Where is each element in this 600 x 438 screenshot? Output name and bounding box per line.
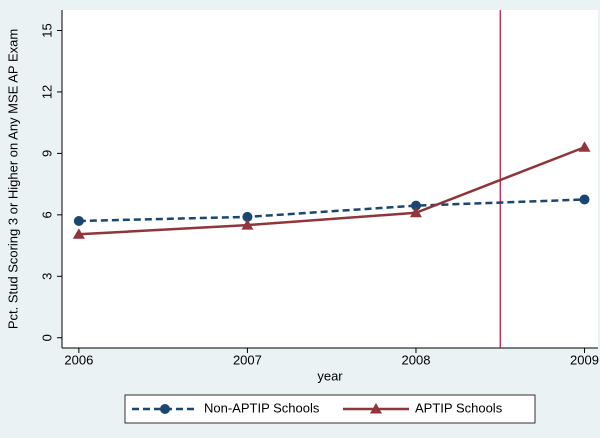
- legend-label: Non-APTIP Schools: [204, 400, 320, 415]
- y-tick-label: 6: [39, 211, 54, 218]
- x-tick-label: 2009: [570, 352, 599, 367]
- x-tick-label: 2007: [233, 352, 262, 367]
- y-tick-label: 9: [39, 150, 54, 157]
- x-axis-title: year: [317, 368, 343, 383]
- marker: [409, 206, 422, 218]
- legend-label: APTIP Schools: [415, 400, 503, 415]
- x-tick-label: 2008: [402, 352, 431, 367]
- series-line: [78, 146, 585, 236]
- marker: [578, 141, 591, 152]
- marker: [242, 211, 253, 222]
- marker: [410, 200, 421, 211]
- legend-marker: [370, 403, 382, 414]
- y-axis-title: Pct. Stud Scoring 3 or Higher on Any MSE…: [5, 29, 20, 329]
- plot-area: [62, 10, 598, 348]
- marker: [579, 194, 590, 205]
- y-tick-label: 12: [39, 85, 54, 99]
- marker: [241, 219, 254, 230]
- x-tick-label: 2006: [64, 352, 93, 367]
- y-tick-label: 0: [39, 334, 54, 341]
- y-tick-label: 3: [39, 273, 54, 280]
- y-tick-label: 15: [39, 23, 54, 37]
- marker: [72, 228, 85, 239]
- series-line: [78, 198, 585, 223]
- marker: [73, 215, 84, 226]
- legend-marker: [160, 404, 170, 414]
